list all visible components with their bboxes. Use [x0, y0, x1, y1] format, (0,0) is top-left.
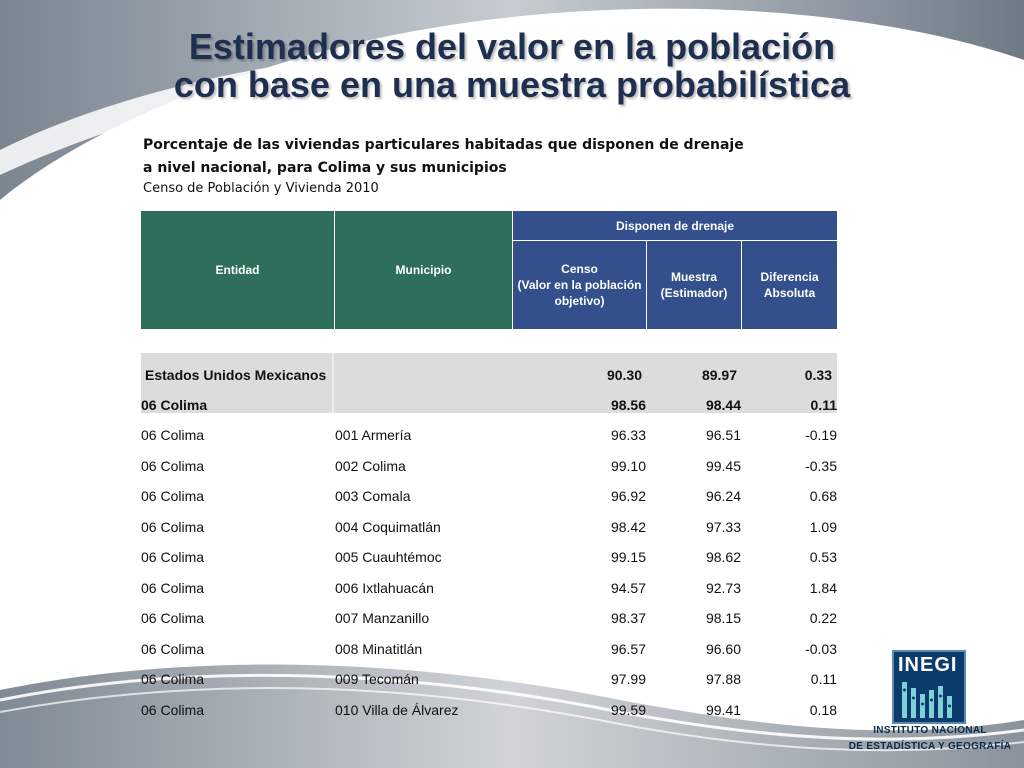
header-muestra-line-2: (Estimador)	[660, 286, 728, 300]
row-entidad: 06 Colima	[141, 641, 205, 657]
row-municipio: 001 Armería	[335, 427, 412, 443]
header-censo: Censo (Valor en la población objetivo)	[513, 241, 647, 329]
row-muestra: 97.33	[705, 519, 741, 535]
header-censo-line-2: (Valor en la población	[517, 278, 642, 292]
row-diferencia: 0.18	[809, 702, 837, 718]
row-muestra: 98.15	[705, 610, 741, 626]
row-diferencia: 0.22	[809, 610, 837, 626]
row-censo: 99.59	[610, 702, 646, 718]
row-municipio: 002 Colima	[335, 458, 406, 474]
header-municipio-label: Municipio	[395, 263, 452, 277]
row-censo: 99.10	[610, 458, 646, 474]
row-entidad: 06 Colima	[141, 580, 205, 596]
row-diferencia: -0.35	[805, 458, 837, 474]
header-municipio: Municipio	[335, 211, 513, 329]
row-municipio: 009 Tecomán	[335, 671, 419, 687]
row-censo: 97.99	[610, 671, 646, 687]
inegi-logo: INEGI	[892, 650, 966, 724]
row-municipio: 010 Villa de Álvarez	[335, 702, 459, 718]
national-entidad: Estados Unidos Mexicanos	[145, 367, 327, 383]
row-diferencia: 0.53	[809, 549, 837, 565]
row-diferencia: -0.19	[805, 427, 837, 443]
logo-brand: INEGI	[898, 654, 958, 676]
row-muestra: 96.51	[705, 427, 741, 443]
institute-name-line-2: DE ESTADÍSTICA Y GEOGRAFÍA	[848, 741, 1012, 752]
row-municipio: 004 Coquimatlán	[335, 519, 441, 535]
row-muestra: 96.60	[705, 641, 741, 657]
row-diferencia: 1.84	[809, 580, 837, 596]
row-entidad: 06 Colima	[141, 702, 205, 718]
national-muestra: 89.97	[701, 367, 737, 383]
header-entidad-label: Entidad	[215, 263, 260, 277]
row-censo: 96.57	[610, 641, 646, 657]
caption-line-2: a nivel nacional, para Colima y sus muni…	[143, 160, 507, 176]
row-diferencia: 0.68	[809, 488, 837, 504]
source-note: Censo de Población y Vivienda 2010	[143, 181, 379, 196]
row-muestra: 97.88	[705, 671, 741, 687]
row-censo: 94.57	[610, 580, 646, 596]
title-line-2: con base en una muestra probabilística	[173, 64, 851, 105]
row-muestra: 98.62	[705, 549, 741, 565]
summary-band	[141, 353, 837, 413]
row-municipio: 007 Manzanillo	[335, 610, 430, 626]
row-municipio: 005 Cuauhtémoc	[335, 549, 442, 565]
header-censo-line-3: objetivo)	[554, 294, 605, 308]
table-caption: Porcentaje de las viviendas particulares…	[143, 134, 744, 180]
summary-band-gap	[332, 353, 334, 413]
row-muestra: 96.24	[705, 488, 741, 504]
row-censo: 98.37	[610, 610, 646, 626]
national-censo: 90.30	[606, 367, 642, 383]
title-line-1: Estimadores del valor en la población	[188, 26, 836, 67]
institute-name-line-1: INSTITUTO NACIONAL	[873, 725, 987, 736]
row-entidad: 06 Colima	[141, 610, 205, 626]
row-censo: 99.15	[610, 549, 646, 565]
row-muestra: 99.45	[705, 458, 741, 474]
header-diferencia-line-1: Diferencia	[760, 270, 819, 284]
row-municipio: 003 Comala	[335, 488, 411, 504]
header-group-label: Disponen de drenaje	[615, 218, 735, 233]
header-diferencia: Diferencia Absoluta	[742, 241, 837, 329]
national-diferencia: 0.33	[804, 367, 832, 383]
row-diferencia: 1.09	[809, 519, 837, 535]
row-diferencia: 0.11	[810, 671, 837, 687]
row-muestra: 99.41	[705, 702, 741, 718]
header-muestra-line-1: Muestra	[670, 270, 717, 284]
row-entidad: 06 Colima	[141, 671, 205, 687]
row-municipio: 008 Minatitlán	[335, 641, 423, 657]
row-municipio: 006 Ixtlahuacán	[335, 580, 434, 596]
logo-bars-icon	[902, 682, 952, 718]
row-entidad: 06 Colima	[141, 488, 205, 504]
header-censo-line-1: Censo	[561, 262, 598, 276]
caption-line-1: Porcentaje de las viviendas particulares…	[143, 137, 744, 153]
row-censo: 96.33	[610, 427, 646, 443]
header-group-drenaje: Disponen de drenaje	[513, 211, 837, 241]
state-censo: 98.56	[610, 397, 646, 413]
state-muestra: 98.44	[705, 397, 741, 413]
row-entidad: 06 Colima	[141, 519, 205, 535]
row-diferencia: -0.03	[805, 641, 837, 657]
header-diferencia-line-2: Absoluta	[763, 286, 816, 300]
row-muestra: 92.73	[705, 580, 741, 596]
state-entidad: 06 Colima	[141, 397, 208, 413]
row-entidad: 06 Colima	[141, 549, 205, 565]
slide-title: Estimadores del valor en la población co…	[0, 28, 1024, 104]
header-entidad: Entidad	[141, 211, 335, 329]
row-entidad: 06 Colima	[141, 458, 205, 474]
header-muestra: Muestra (Estimador)	[647, 241, 742, 329]
row-censo: 96.92	[610, 488, 646, 504]
state-diferencia: 0.11	[810, 397, 837, 413]
row-entidad: 06 Colima	[141, 427, 205, 443]
row-censo: 98.42	[610, 519, 646, 535]
